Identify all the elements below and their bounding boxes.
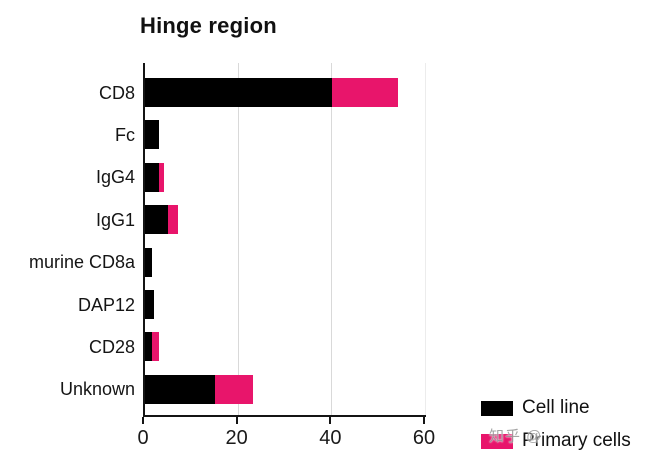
bar-row-dap12 — [145, 290, 155, 319]
bar-segment-igg1-cell-line — [145, 205, 169, 235]
gridline-60 — [425, 63, 426, 415]
bar-segment-igg4-primary-cells — [159, 162, 164, 192]
gridline-40 — [331, 63, 333, 415]
bar-segment-cd28-primary-cells — [152, 332, 160, 362]
category-label-murine-cd8a: murine CD8a — [28, 252, 135, 273]
gridline-20 — [237, 63, 239, 415]
bar-segment-cd28-cell-line — [145, 332, 153, 362]
bar-segment-cd8-cell-line — [145, 78, 333, 107]
bar-segment-dap12-cell-line — [145, 290, 155, 319]
category-label-dap12: DAP12 — [77, 294, 135, 315]
bar-segment-cd8-primary-cells — [332, 78, 398, 107]
bar-row-igg4 — [145, 162, 164, 192]
bar-segment-unknown-primary-cells — [215, 374, 253, 404]
category-label-cd8: CD8 — [98, 82, 135, 103]
legend-label-cell-line: Cell line — [522, 397, 590, 418]
bar-row-unknown — [145, 374, 253, 404]
bar-row-murine-cd8a — [145, 247, 153, 277]
bar-segment-murine-cd8a-cell-line — [145, 247, 153, 277]
bar-row-fc — [145, 120, 160, 150]
bar-row-igg1 — [145, 205, 178, 235]
category-label-igg1: IgG1 — [95, 209, 135, 230]
x-tick-20 — [235, 417, 238, 424]
plot-area — [143, 63, 426, 417]
category-label-cd28: CD28 — [88, 336, 135, 357]
x-tick-label-0: 0 — [137, 427, 149, 449]
legend-label-primary-cells: Primary cells — [522, 430, 631, 451]
bar-segment-igg1-primary-cells — [168, 205, 178, 235]
x-axis: 0 20 40 60 — [137, 417, 435, 463]
x-tick-label-40: 40 — [319, 427, 342, 449]
x-tick-label-20: 20 — [225, 427, 248, 449]
bar-row-cd28 — [145, 332, 160, 362]
y-axis-labels: CD8 Fc IgG4 IgG1 murine CD8a DAP12 CD28 Unknown — [0, 63, 137, 415]
x-tick-60 — [423, 417, 425, 424]
legend-item-primary-cells: Primary cells — [481, 430, 631, 452]
x-tick-0 — [142, 417, 144, 424]
legend-item-cell-line: Cell line — [481, 397, 631, 419]
bar-segment-unknown-cell-line — [145, 374, 216, 404]
chart-title: Hinge region — [140, 13, 277, 38]
category-label-fc: Fc — [115, 124, 135, 145]
bar-segment-igg4-cell-line — [145, 162, 160, 192]
legend-swatch-cell-line — [481, 400, 513, 416]
x-tick-40 — [329, 417, 332, 424]
bar-row-cd8 — [145, 78, 398, 107]
bar-segment-fc-cell-line — [145, 120, 160, 150]
x-tick-label-60: 60 — [412, 427, 436, 449]
legend-swatch-primary-cells — [481, 433, 513, 449]
category-label-unknown: Unknown — [59, 379, 135, 400]
legend: Cell line Primary cells — [481, 397, 631, 452]
category-label-igg4: IgG4 — [95, 167, 135, 188]
watermark: 知乎 @ — [489, 428, 543, 445]
